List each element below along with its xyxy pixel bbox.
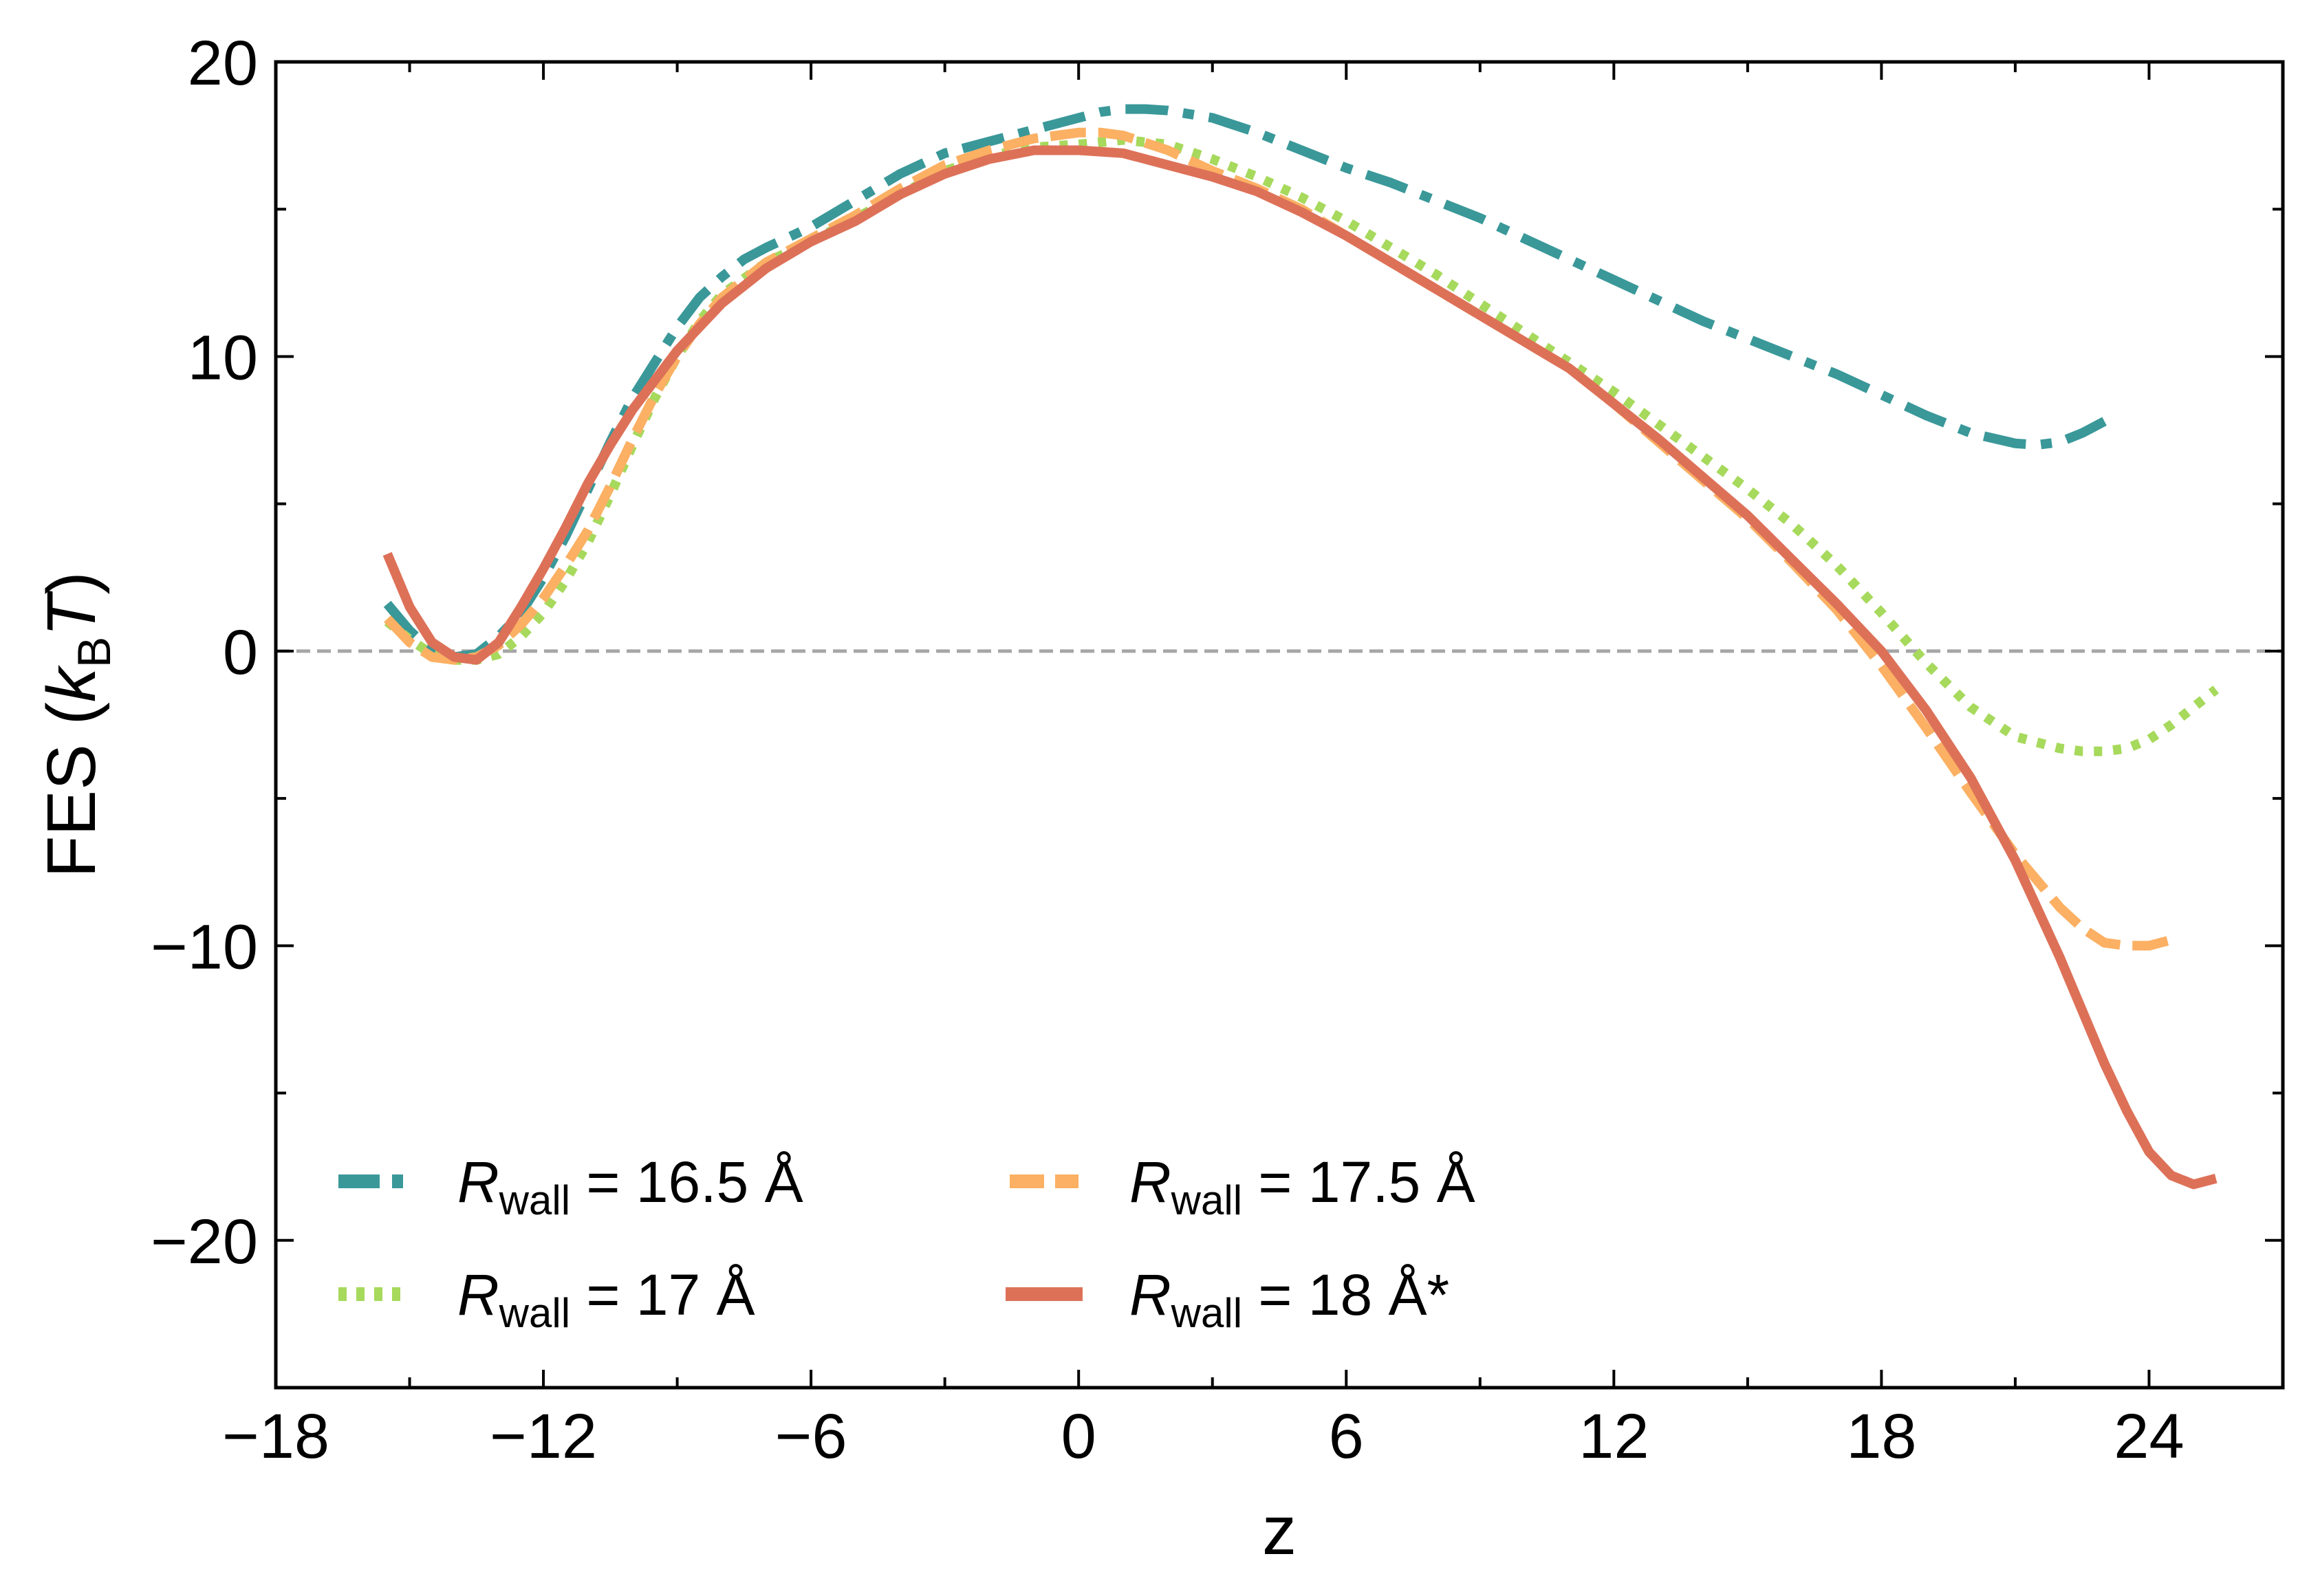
- legend-sub: wall: [1171, 1177, 1242, 1223]
- series-line-3: [382, 145, 2218, 1190]
- x-tick-label: −12: [490, 1401, 597, 1472]
- legend-rest: = 16.5 Å: [570, 1150, 803, 1214]
- x-tick-label: 6: [1329, 1401, 1364, 1472]
- y-axis-label-t: T: [33, 591, 110, 637]
- plot-frame: [274, 60, 2285, 1390]
- x-tick-label: −18: [222, 1401, 329, 1472]
- legend-sub: wall: [499, 1177, 570, 1223]
- legend-rest: = 18 Å*: [1242, 1262, 1449, 1327]
- legend-label-17-5: Rwall = 17.5 Å: [1129, 1150, 1475, 1223]
- y-axis-label-sub: B: [68, 637, 120, 668]
- x-tick-label: 12: [1579, 1401, 1649, 1472]
- y-axis-label-k: k: [33, 664, 110, 702]
- legend-sub: wall: [1171, 1290, 1242, 1336]
- legend-r: R: [1129, 1262, 1171, 1327]
- legend-r: R: [457, 1262, 499, 1327]
- legend-label-16-5: Rwall = 16.5 Å: [457, 1150, 803, 1223]
- y-axis-label-prefix: FES (: [33, 702, 110, 878]
- legend-rest: = 17.5 Å: [1242, 1150, 1475, 1214]
- legend-item-16-5: Rwall = 16.5 Å: [338, 1150, 803, 1223]
- legend-item-18: Rwall = 18 Å*: [1006, 1262, 1449, 1336]
- legend: Rwall = 16.5 Å Rwall = 17 Å Rwall = 17.5…: [338, 1150, 1475, 1336]
- series-line-1: [384, 135, 2220, 756]
- legend-r: R: [457, 1150, 499, 1214]
- y-axis-label: FES (kBT): [33, 571, 120, 877]
- y-axis-label-suffix: ): [33, 571, 110, 594]
- x-tick-label: 0: [1061, 1401, 1096, 1472]
- series-line-2: [384, 127, 2173, 951]
- legend-sub: wall: [499, 1290, 570, 1336]
- legend-item-17-5: Rwall = 17.5 Å: [1010, 1150, 1475, 1223]
- y-tick-label: −20: [151, 1207, 258, 1277]
- legend-label-17: Rwall = 17 Å: [457, 1262, 755, 1336]
- y-tick-label: 20: [188, 28, 258, 98]
- x-axis-label: z: [1262, 1492, 1297, 1569]
- x-tick-label: 24: [2114, 1401, 2184, 1472]
- legend-label-18: Rwall = 18 Å*: [1129, 1262, 1449, 1336]
- legend-r: R: [1129, 1150, 1171, 1214]
- y-tick-label: −10: [151, 912, 258, 982]
- legend-item-17: Rwall = 17 Å: [338, 1262, 755, 1336]
- y-tick-label: 0: [223, 617, 258, 688]
- x-tick-label: −6: [775, 1401, 847, 1472]
- legend-rest: = 17 Å: [570, 1262, 755, 1327]
- series-layer: [382, 104, 2220, 1190]
- x-tick-label: 18: [1846, 1401, 1916, 1472]
- y-tick-label: 10: [188, 323, 258, 393]
- tick-layer: −18 −12 −6 0 6 12 18 24 −20 −10 0 10 20: [151, 28, 2284, 1472]
